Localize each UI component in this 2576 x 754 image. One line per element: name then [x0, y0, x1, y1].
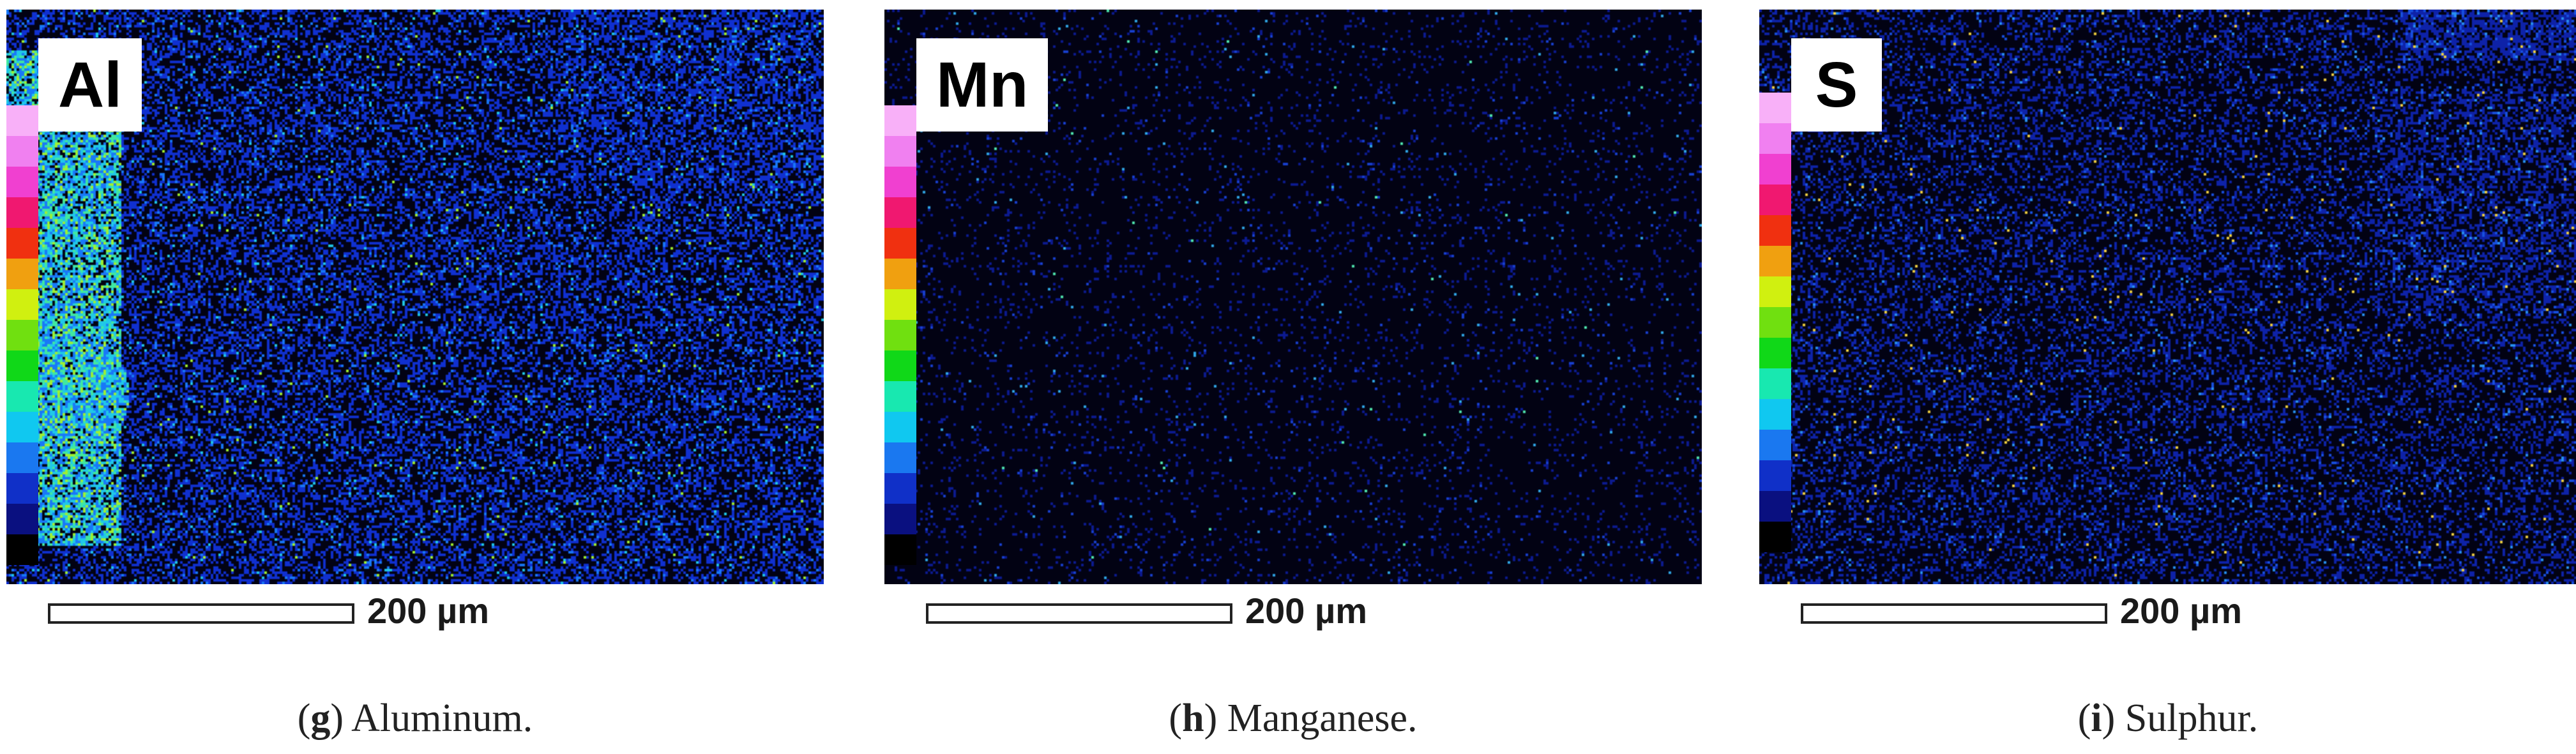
intensity-colorbar	[6, 105, 38, 565]
colorbar-segment	[6, 167, 38, 197]
colorbar-segment	[6, 320, 38, 351]
panel-caption: (g) Aluminum.	[297, 697, 533, 740]
colorbar-segment	[884, 534, 916, 565]
element-label: Mn	[916, 38, 1049, 132]
colorbar-segment	[1759, 399, 1791, 430]
scale-bar-label: 200 µm	[367, 591, 490, 631]
scale-bar-label: 200 µm	[2120, 591, 2243, 631]
colorbar-segment	[1759, 522, 1791, 552]
caption-letter: h	[1182, 697, 1204, 740]
eds-map-aluminum: Al	[6, 10, 824, 584]
colorbar-segment	[1759, 430, 1791, 460]
caption-letter: i	[2091, 697, 2102, 740]
panel-sulphur: S 200 µm (i) Sulphur.	[1759, 0, 2576, 754]
caption-letter: g	[310, 697, 331, 740]
panel-caption: (i) Sulphur.	[2077, 697, 2259, 740]
colorbar-segment	[6, 534, 38, 565]
colorbar-segment	[1759, 276, 1791, 307]
colorbar-segment	[884, 228, 916, 259]
colorbar-segment	[884, 167, 916, 197]
colorbar-segment	[6, 136, 38, 167]
element-label: S	[1791, 38, 1882, 132]
colorbar-segment	[884, 289, 916, 320]
caption-text: Manganese.	[1227, 697, 1418, 740]
intensity-colorbar	[884, 105, 916, 565]
colorbar-segment	[6, 259, 38, 289]
colorbar-segment	[884, 412, 916, 442]
panel-manganese: Mn 200 µm (h) Manganese.	[884, 0, 1702, 754]
colorbar-segment	[1759, 185, 1791, 215]
aluminum-elemental-map-image	[6, 10, 824, 584]
panel-aluminum: Al 200 µm (g) Aluminum.	[6, 0, 824, 754]
colorbar-segment	[884, 259, 916, 289]
colorbar-segment	[6, 351, 38, 381]
colorbar-segment	[884, 197, 916, 228]
scale-bar	[48, 603, 354, 624]
colorbar-segment	[884, 504, 916, 534]
scale-bar	[926, 603, 1232, 624]
colorbar-segment	[884, 442, 916, 473]
sulphur-elemental-map-image	[1759, 10, 2576, 584]
eds-map-sulphur: S	[1759, 10, 2576, 584]
colorbar-segment	[1759, 154, 1791, 185]
colorbar-segment	[884, 351, 916, 381]
colorbar-segment	[884, 136, 916, 167]
colorbar-segment	[1759, 338, 1791, 368]
colorbar-segment	[1759, 307, 1791, 338]
caption-text: Sulphur.	[2125, 697, 2259, 740]
scale-bar-label: 200 µm	[1245, 591, 1368, 631]
colorbar-segment	[6, 442, 38, 473]
colorbar-segment	[6, 228, 38, 259]
colorbar-segment	[6, 289, 38, 320]
eds-map-manganese: Mn	[884, 10, 1702, 584]
colorbar-segment	[884, 320, 916, 351]
colorbar-segment	[6, 197, 38, 228]
colorbar-segment	[1759, 246, 1791, 276]
colorbar-segment	[1759, 93, 1791, 123]
caption-text: Aluminum.	[351, 697, 533, 740]
colorbar-segment	[6, 105, 38, 136]
colorbar-segment	[884, 473, 916, 504]
colorbar-segment	[1759, 491, 1791, 522]
colorbar-segment	[6, 412, 38, 442]
element-label: Al	[38, 38, 142, 132]
panel-caption: (h) Manganese.	[1169, 697, 1418, 740]
colorbar-segment	[6, 381, 38, 412]
colorbar-segment	[1759, 460, 1791, 491]
colorbar-segment	[6, 473, 38, 504]
intensity-colorbar	[1759, 93, 1791, 552]
colorbar-segment	[1759, 215, 1791, 246]
scale-bar	[1801, 603, 2107, 624]
colorbar-segment	[6, 504, 38, 534]
colorbar-segment	[884, 381, 916, 412]
colorbar-segment	[884, 105, 916, 136]
colorbar-segment	[1759, 123, 1791, 154]
colorbar-segment	[1759, 368, 1791, 399]
